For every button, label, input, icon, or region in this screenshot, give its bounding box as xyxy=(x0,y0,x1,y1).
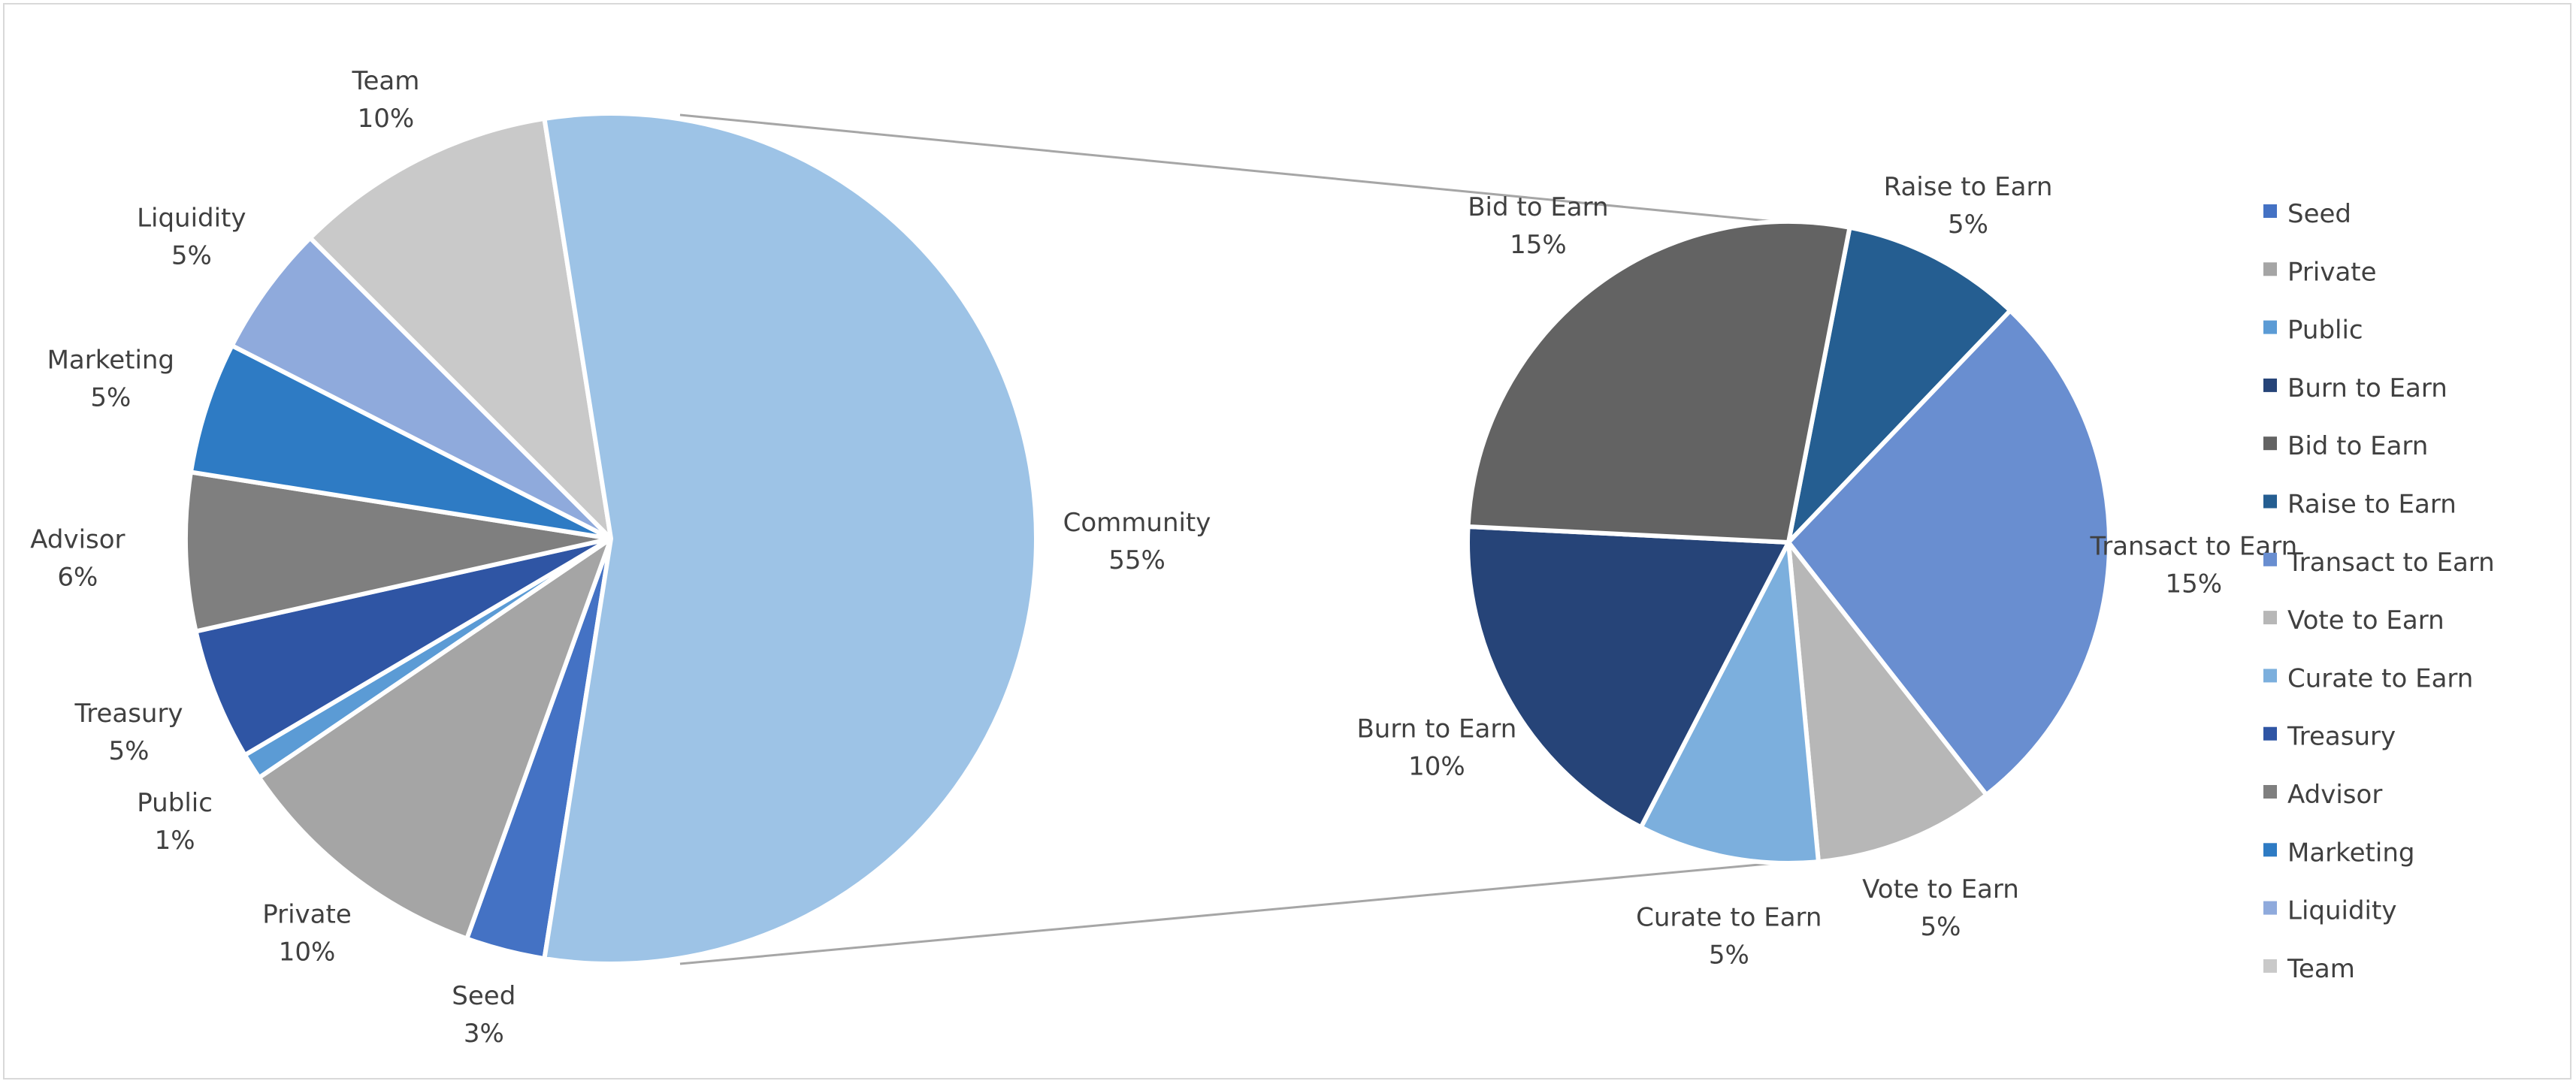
slice-curate-to-earn xyxy=(1638,540,1821,865)
data-label-curate-to-earn: Curate to Earn 5% xyxy=(1636,902,1822,970)
legend-item-liquidity: Liquidity xyxy=(2263,896,2396,926)
legend-label: Treasury xyxy=(2287,722,2396,752)
legend-item-raise-to-earn: Raise to Earn xyxy=(2263,490,2457,520)
legend-item-private: Private xyxy=(2263,257,2377,287)
legend-label: Team xyxy=(2287,954,2355,984)
legend-item-transact-to-earn: Transact to Earn xyxy=(2263,548,2495,578)
slice-community xyxy=(542,111,1039,966)
legend-label: Vote to Earn xyxy=(2287,605,2444,636)
legend-item-vote-to-earn: Vote to Earn xyxy=(2263,605,2444,636)
legend-swatch xyxy=(2263,669,2277,683)
legend-swatch xyxy=(2263,320,2277,334)
legend-label: Curate to Earn xyxy=(2287,663,2473,693)
legend-item-team: Team xyxy=(2263,954,2355,984)
legend-label: Private xyxy=(2287,257,2377,287)
slice-treasury xyxy=(193,536,613,758)
slice-private xyxy=(256,536,613,941)
legend-item-public: Public xyxy=(2263,316,2363,346)
legend-label: Transact to Earn xyxy=(2287,548,2495,578)
legend-label: Raise to Earn xyxy=(2287,490,2457,520)
data-label-community: Community 55% xyxy=(1063,508,1211,575)
main-pie xyxy=(183,111,1039,966)
data-labels: Seed 3% Private 10% Public 1% Treasury 5% Adviso… xyxy=(30,66,2297,1049)
slice-liquidity xyxy=(229,235,613,541)
data-label-transact-to-earn: Transact to Earn 15% xyxy=(2089,532,2297,599)
legend-item-burn-to-earn: Burn to Earn xyxy=(2263,373,2448,403)
slice-advisor xyxy=(183,470,613,634)
slice-bid-to-earn xyxy=(1465,219,1852,545)
data-label-advisor: Advisor 6% xyxy=(30,524,125,592)
legend-swatch xyxy=(2263,378,2277,392)
legend-item-curate-to-earn: Curate to Earn xyxy=(2263,663,2473,693)
legend-swatch xyxy=(2263,611,2277,625)
data-label-public: Public 1% xyxy=(137,788,213,856)
data-label-burn-to-earn: Burn to Earn 10% xyxy=(1356,714,1516,781)
legend-swatch xyxy=(2263,204,2277,218)
legend-swatch xyxy=(2263,552,2277,566)
legend-swatch xyxy=(2263,901,2277,915)
legend-swatch xyxy=(2263,785,2277,799)
connector-line-bottom xyxy=(679,862,1778,965)
data-label-raise-to-earn: Raise to Earn 5% xyxy=(1884,172,2053,240)
data-label-vote-to-earn: Vote to Earn 5% xyxy=(1862,874,2019,942)
legend-item-advisor: Advisor xyxy=(2263,780,2382,810)
legend-item-treasury: Treasury xyxy=(2263,722,2396,752)
legend-item-bid-to-earn: Bid to Earn xyxy=(2263,431,2428,461)
data-label-marketing: Marketing 5% xyxy=(47,346,174,413)
data-label-seed: Seed 3% xyxy=(452,981,516,1049)
data-label-treasury: Treasury 5% xyxy=(74,699,183,766)
legend-swatch xyxy=(2263,959,2277,973)
slice-vote-to-earn xyxy=(1786,540,1989,865)
legend-label: Liquidity xyxy=(2287,896,2396,926)
data-label-private: Private 10% xyxy=(262,900,352,968)
legend-label: Burn to Earn xyxy=(2287,373,2448,403)
legend: Seed Private Public Burn to Earn Bid to Earn… xyxy=(2263,199,2495,984)
slice-burn-to-earn xyxy=(1465,524,1791,830)
legend-label: Advisor xyxy=(2287,780,2382,810)
legend-label: Bid to Earn xyxy=(2287,431,2428,461)
connector-line-top xyxy=(679,113,1778,223)
legend-swatch xyxy=(2263,262,2277,276)
slice-team xyxy=(307,116,613,541)
data-label-bid-to-earn: Bid to Earn 15% xyxy=(1468,192,1608,260)
connector-lines xyxy=(679,113,1778,965)
legend-label: Public xyxy=(2287,316,2363,346)
data-label-liquidity: Liquidity 5% xyxy=(137,203,246,270)
slice-marketing xyxy=(188,343,613,541)
legend-item-seed: Seed xyxy=(2263,199,2351,229)
legend-swatch xyxy=(2263,843,2277,857)
legend-label: Marketing xyxy=(2287,838,2414,868)
data-label-team: Team 10% xyxy=(351,66,419,134)
legend-label: Seed xyxy=(2287,199,2351,229)
legend-swatch xyxy=(2263,726,2277,741)
legend-swatch xyxy=(2263,436,2277,451)
slice-raise-to-earn xyxy=(1786,225,2013,545)
legend-item-marketing: Marketing xyxy=(2263,838,2414,868)
secondary-pie xyxy=(1465,219,2112,865)
legend-swatch xyxy=(2263,494,2277,509)
slice-transact-to-earn xyxy=(1786,308,2112,798)
